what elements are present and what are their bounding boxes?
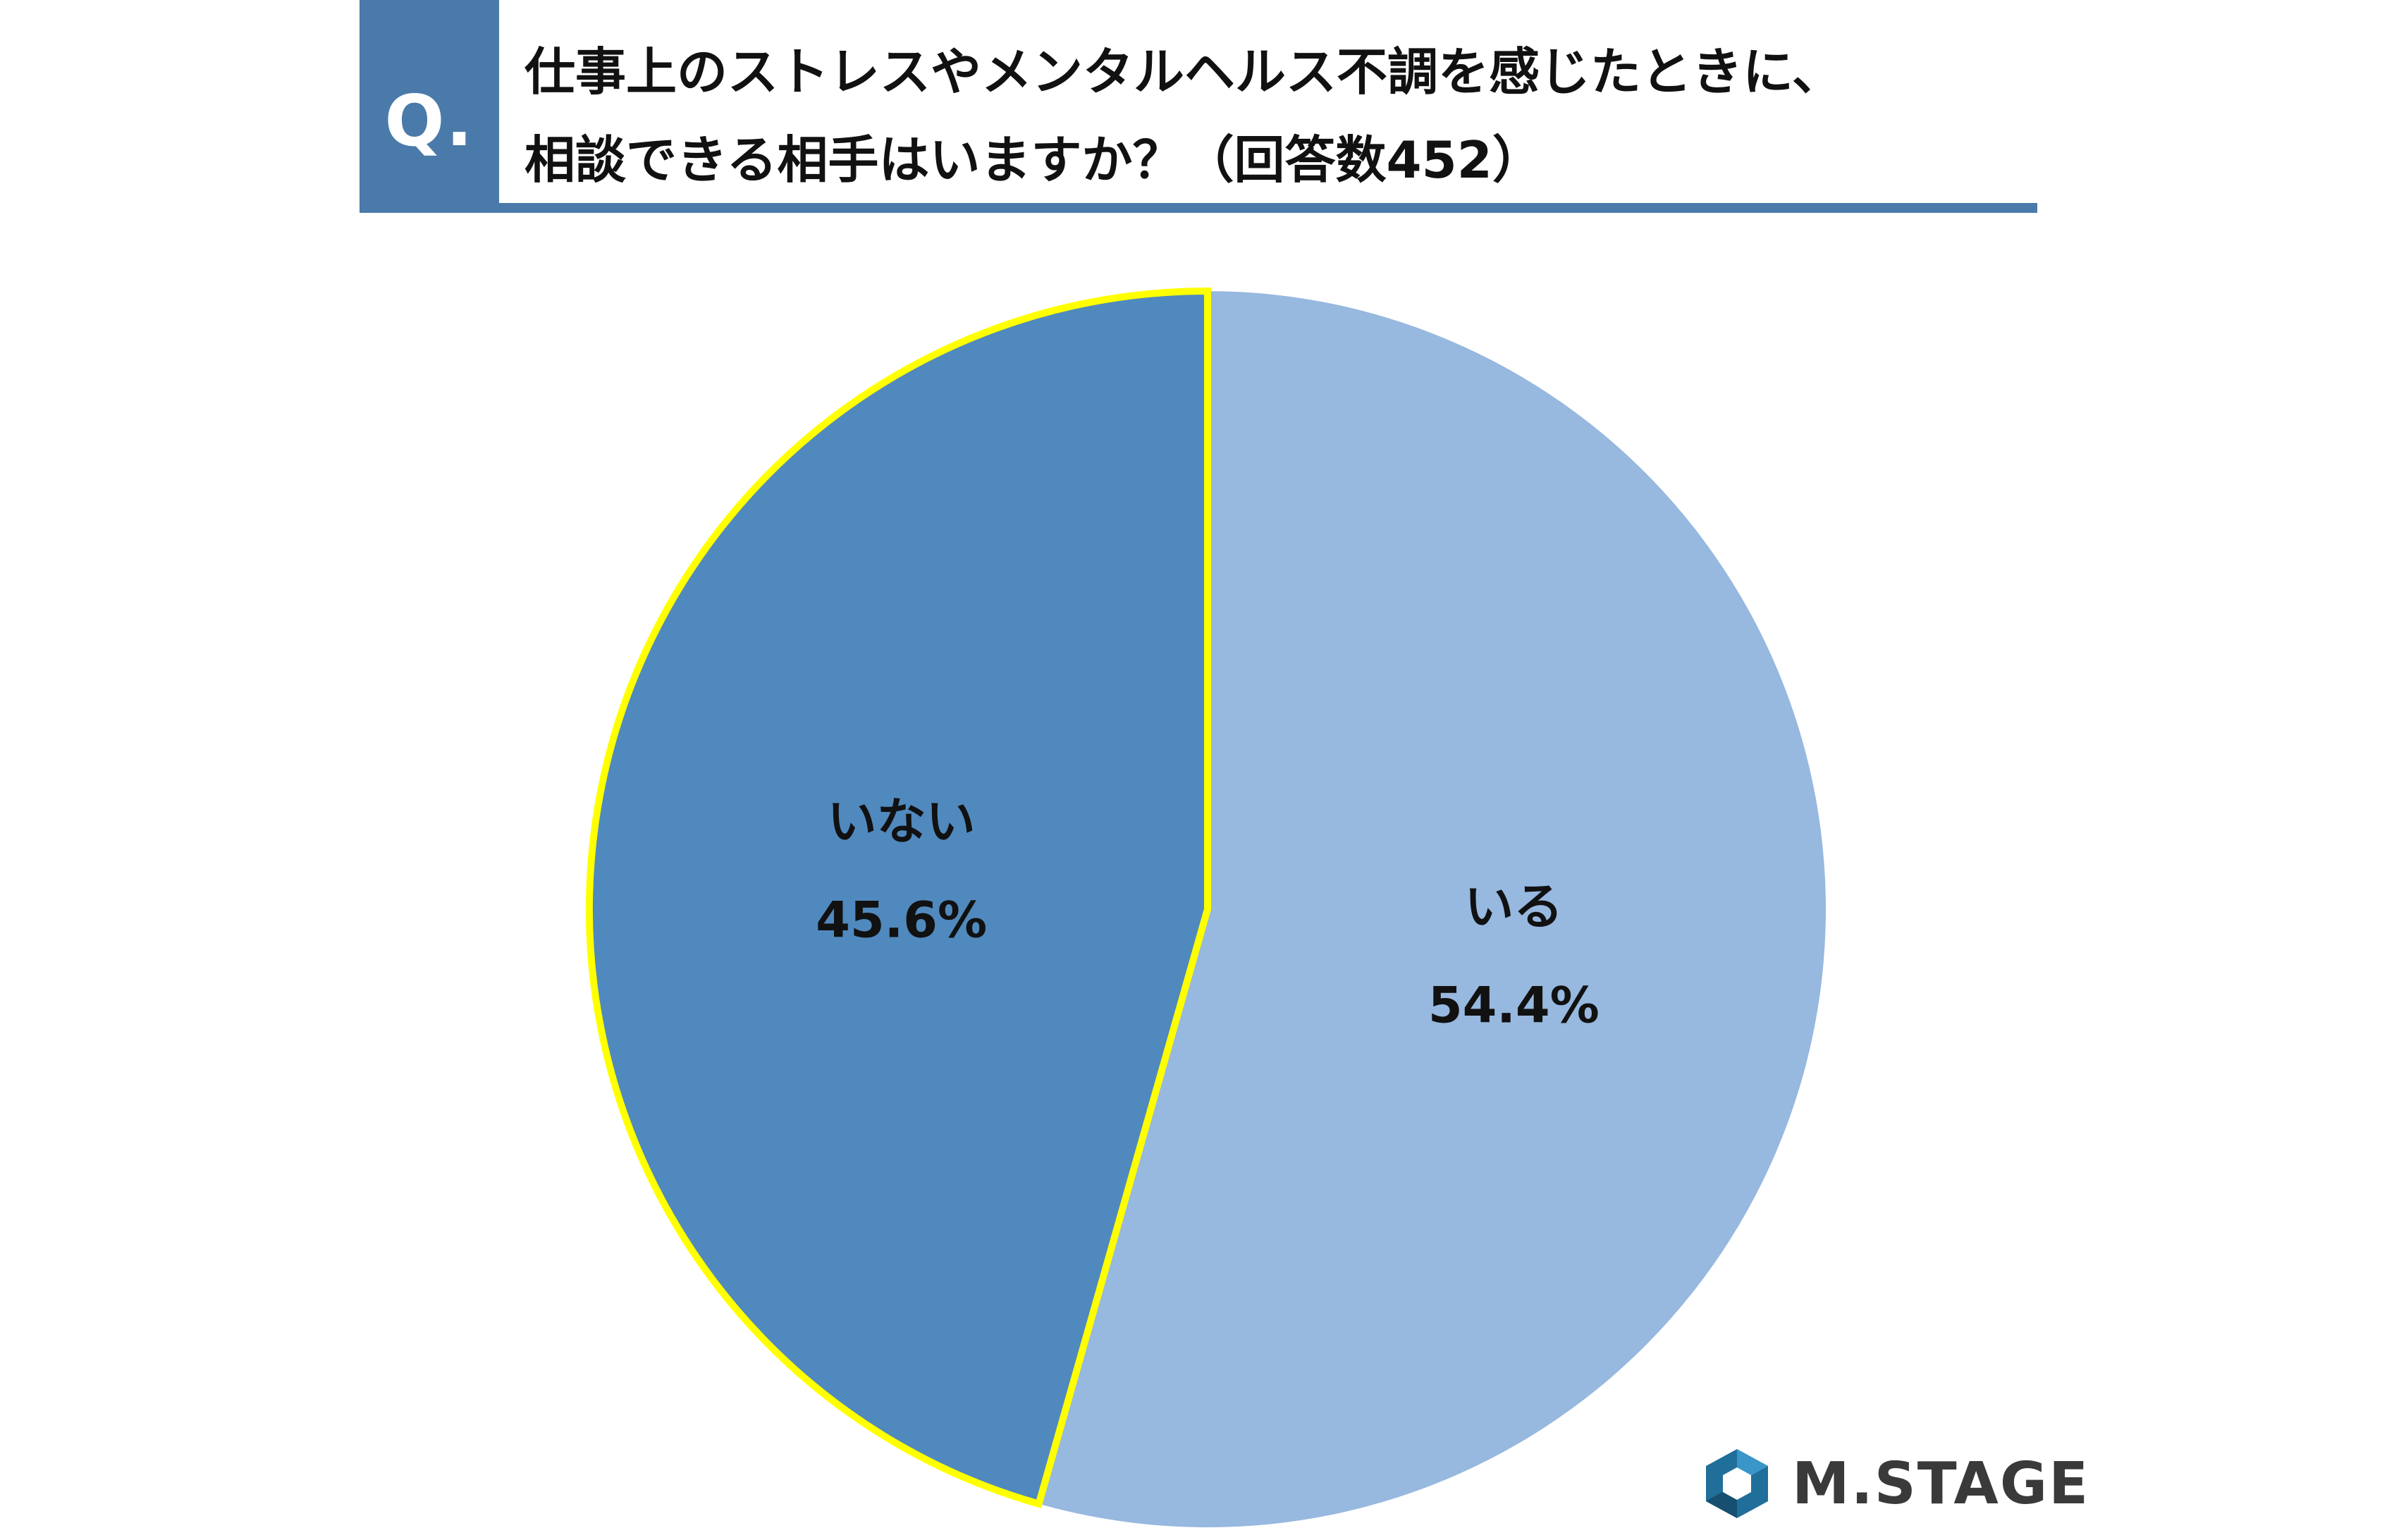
chart-title-line-1: 仕事上のストレスやメンタルヘルス不調を感じたときに、: [524, 42, 1843, 101]
pie-slice-yes: [1038, 291, 1826, 1527]
question-badge-label: Q.: [384, 79, 474, 162]
chart-title-line-2: 相談できる相手はいますか？（回答数452）: [524, 130, 1543, 190]
brand-logo: M.STAGE: [1700, 1445, 2089, 1522]
question-badge: Q.: [360, 0, 499, 213]
pie-slice-label-no: いない: [828, 793, 976, 851]
pie-labels: いる 54.4% いない 45.6%: [816, 793, 1599, 1035]
pie-slice-value-no: 45.6%: [816, 892, 987, 949]
pie-slice-label-yes: いる: [1464, 877, 1563, 935]
chart-title: 仕事上のストレスやメンタルヘルス不調を感じたときに、 相談できる相手はいますか？…: [524, 28, 2040, 204]
brand-logo-text: M.STAGE: [1792, 1450, 2090, 1517]
title-underline: [499, 203, 2037, 213]
pie-slice-value-yes: 54.4%: [1428, 976, 1600, 1034]
pie-slices: [585, 287, 1826, 1527]
pie-slice-no: [585, 287, 1211, 1508]
m-stage-hexagon-icon: [1706, 1449, 1768, 1518]
